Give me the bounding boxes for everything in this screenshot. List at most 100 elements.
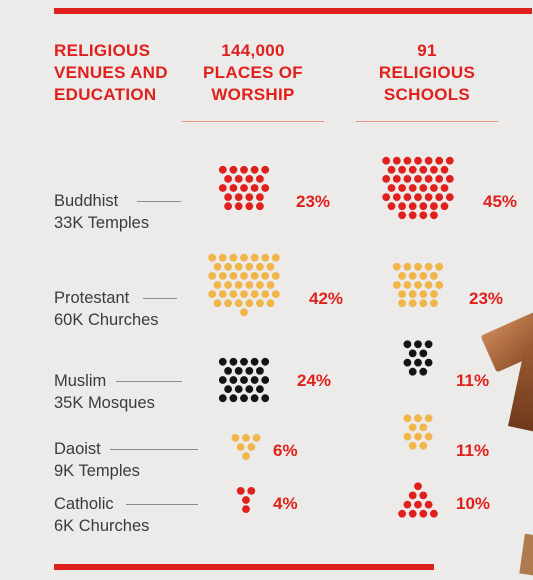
dot-schools-daoist xyxy=(424,414,433,423)
dot-places-muslim xyxy=(240,376,248,384)
dot-places-buddhist xyxy=(218,184,227,192)
dot-places-protestant xyxy=(245,281,254,289)
dot-places-protestant xyxy=(218,253,227,262)
dot-schools-catholic xyxy=(424,500,433,509)
title-line: EDUCATION xyxy=(54,85,157,104)
dot-places-muslim xyxy=(234,385,243,393)
dot-places-catholic xyxy=(242,496,250,504)
dot-places-muslim xyxy=(240,394,248,403)
dot-places-buddhist xyxy=(261,165,270,174)
dot-schools-protestant xyxy=(419,290,428,298)
column-divider xyxy=(356,121,498,122)
row-label-muslim: Muslim 35K Mosques xyxy=(54,370,155,414)
dot-places-protestant xyxy=(250,290,259,298)
dot-schools-buddhist xyxy=(424,175,433,183)
dot-places-muslim xyxy=(218,376,227,384)
dot-schools-buddhist xyxy=(403,175,412,183)
dot-schools-buddhist xyxy=(392,193,401,202)
dot-schools-muslim xyxy=(414,358,422,367)
pct-label-schools-daoist: 11% xyxy=(456,441,490,460)
dot-schools-buddhist xyxy=(430,202,438,211)
dot-schools-buddhist xyxy=(419,184,428,192)
dot-schools-muslim xyxy=(419,367,428,376)
dot-places-protestant xyxy=(271,290,280,298)
dot-schools-protestant xyxy=(398,299,406,308)
dot-schools-protestant xyxy=(414,281,422,289)
religion-detail: 35K Mosques xyxy=(54,394,155,412)
dot-schools-protestant xyxy=(403,281,412,289)
dot-schools-buddhist xyxy=(424,156,433,165)
header-line: SCHOOLS xyxy=(383,85,471,104)
dot-places-muslim xyxy=(256,385,264,393)
dot-places-protestant xyxy=(240,308,248,317)
dot-schools-protestant xyxy=(392,281,401,289)
dot-places-buddhist xyxy=(229,184,238,192)
dot-places-catholic xyxy=(247,487,256,495)
dot-places-protestant xyxy=(250,272,259,280)
dot-schools-buddhist xyxy=(382,193,391,202)
dot-schools-buddhist xyxy=(387,165,396,174)
row-label-daoist: Daoist 9K Temples xyxy=(54,438,140,482)
dot-schools-daoist xyxy=(408,423,417,432)
dot-schools-daoist xyxy=(408,441,417,450)
dot-places-buddhist xyxy=(256,193,264,202)
dot-schools-buddhist xyxy=(419,211,428,220)
dot-places-protestant xyxy=(261,253,270,262)
dot-places-protestant xyxy=(256,262,264,271)
dot-places-buddhist xyxy=(234,202,243,211)
dot-places-buddhist xyxy=(240,165,248,174)
dot-places-protestant xyxy=(245,299,254,308)
dot-schools-catholic xyxy=(419,509,428,518)
dot-schools-buddhist xyxy=(382,175,391,183)
pct-label-places-protestant: 42% xyxy=(309,289,344,308)
dot-schools-muslim xyxy=(408,367,417,376)
dot-places-protestant xyxy=(256,299,264,308)
dot-schools-catholic xyxy=(398,509,406,518)
dot-places-muslim xyxy=(224,385,233,393)
dot-places-daoist xyxy=(242,452,250,460)
dot-schools-protestant xyxy=(430,290,438,298)
row-label-catholic: Catholic 6K Churches xyxy=(54,493,149,537)
dot-places-protestant xyxy=(240,272,248,280)
dot-schools-muslim xyxy=(403,340,412,349)
dot-schools-catholic xyxy=(430,509,438,518)
dot-places-protestant xyxy=(261,272,270,280)
religion-name: Daoist xyxy=(54,440,101,458)
dot-schools-buddhist xyxy=(430,184,438,192)
religion-name: Muslim xyxy=(54,372,107,390)
dot-schools-catholic xyxy=(414,500,422,509)
dot-schools-buddhist xyxy=(445,175,454,183)
dot-schools-buddhist xyxy=(387,184,396,192)
dot-places-buddhist xyxy=(245,202,254,211)
dot-schools-buddhist xyxy=(440,165,449,174)
pct-label-places-catholic: 4% xyxy=(273,494,298,513)
dot-schools-protestant xyxy=(430,299,438,308)
dot-schools-muslim xyxy=(414,340,422,349)
dot-places-muslim xyxy=(250,376,259,384)
dot-schools-muslim xyxy=(419,349,428,358)
dot-places-buddhist xyxy=(250,184,259,192)
dot-places-buddhist xyxy=(261,184,270,192)
dot-places-protestant xyxy=(240,290,248,298)
dot-places-buddhist xyxy=(250,165,259,174)
dot-schools-buddhist xyxy=(419,165,428,174)
dot-schools-buddhist xyxy=(398,184,406,192)
dot-schools-buddhist xyxy=(387,202,396,211)
dot-schools-buddhist xyxy=(435,175,444,183)
dot-schools-buddhist xyxy=(435,156,444,165)
pct-label-schools-buddhist: 45% xyxy=(483,192,518,211)
dot-schools-protestant xyxy=(408,290,417,298)
dot-schools-protestant xyxy=(398,290,406,298)
row-label-protestant: Protestant 60K Churches xyxy=(54,287,159,331)
dot-schools-buddhist xyxy=(392,175,401,183)
dot-places-buddhist xyxy=(240,184,248,192)
dot-places-protestant xyxy=(208,272,217,280)
dot-places-buddhist xyxy=(234,193,243,202)
dot-places-protestant xyxy=(229,253,238,262)
pct-label-schools-muslim: 11% xyxy=(456,371,490,390)
dot-schools-protestant xyxy=(435,281,444,289)
dot-schools-buddhist xyxy=(445,156,454,165)
dot-schools-protestant xyxy=(403,262,412,271)
dot-places-protestant xyxy=(208,253,217,262)
